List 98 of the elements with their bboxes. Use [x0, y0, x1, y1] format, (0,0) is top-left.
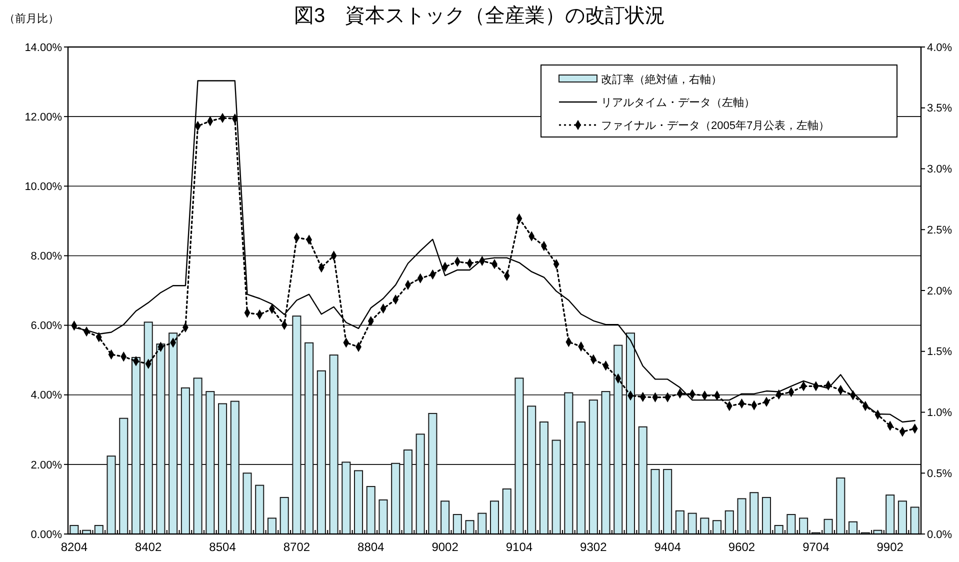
- bar: [316, 370, 326, 534]
- bar: [230, 400, 240, 534]
- x-tick-label: 9404: [654, 540, 682, 554]
- bar: [675, 510, 684, 534]
- bar: [514, 378, 524, 534]
- y-tick-label: 14.00%: [24, 42, 62, 54]
- legend-label: 改訂率（絶対値，右軸）: [601, 72, 722, 86]
- bar: [440, 500, 450, 534]
- bar: [737, 498, 746, 534]
- bar: [762, 496, 771, 534]
- y2-tick-label: 2.5%: [927, 224, 952, 236]
- bar: [378, 499, 388, 534]
- y-tick-label: 12.00%: [24, 111, 62, 124]
- bar: [688, 512, 697, 534]
- bar: [180, 387, 190, 534]
- bar: [539, 421, 548, 534]
- x-tick-label: 9704: [802, 540, 830, 554]
- x-tick-label: 8702: [283, 540, 310, 554]
- bar: [527, 406, 536, 534]
- y2-tick-label: 3.5%: [927, 102, 952, 115]
- bar: [242, 472, 252, 534]
- x-tick-label: 9104: [506, 540, 533, 554]
- legend-label: ファイナル・データ（2005年7月公表，左軸）: [601, 118, 830, 132]
- bar: [70, 524, 79, 534]
- bar: [366, 486, 376, 534]
- bar: [588, 400, 598, 534]
- bar: [106, 456, 116, 534]
- bar: [663, 468, 672, 534]
- bar: [329, 354, 338, 534]
- bar: [614, 344, 623, 534]
- y2-tick-label: 3.0%: [927, 164, 952, 176]
- chart-title: 図3 資本ストック（全産業）の改訂状況: [294, 5, 666, 27]
- bar: [131, 356, 141, 534]
- y2-tick-label: 2.0%: [927, 285, 952, 298]
- y-tick-label: 4.00%: [30, 390, 62, 402]
- x-tick-label: 9602: [728, 540, 756, 554]
- bar: [193, 378, 202, 534]
- bar: [490, 500, 500, 534]
- bar: [304, 342, 314, 534]
- bar: [465, 520, 474, 534]
- bar: [206, 391, 215, 534]
- bar: [255, 484, 264, 534]
- y2-tick-label: 0.5%: [927, 468, 952, 480]
- x-tick-label: 9302: [580, 540, 608, 554]
- bar: [403, 449, 412, 534]
- bar: [168, 332, 178, 534]
- bar: [724, 510, 734, 534]
- bar: [774, 524, 784, 534]
- bar: [824, 518, 833, 534]
- legend-label: リアルタイム・データ（左軸）: [601, 96, 755, 109]
- bar: [416, 434, 425, 534]
- bar: [576, 421, 586, 534]
- bar: [650, 468, 660, 534]
- y2-tick-label: 0.0%: [927, 528, 952, 541]
- bar: [292, 316, 302, 534]
- bar: [638, 426, 648, 534]
- y2-tick-label: 1.5%: [927, 346, 952, 358]
- bar: [848, 521, 858, 534]
- bar: [786, 514, 796, 534]
- y-tick-label: 0.00%: [30, 528, 62, 541]
- bar: [601, 391, 610, 534]
- x-tick-label: 8804: [358, 540, 385, 554]
- x-tick-label: 8504: [209, 540, 236, 554]
- bar: [452, 514, 462, 534]
- bar: [119, 418, 128, 534]
- y-axis-title: （前月比）: [4, 12, 59, 25]
- y2-tick-label: 4.0%: [927, 42, 952, 54]
- bar: [354, 470, 364, 534]
- y-tick-label: 10.00%: [24, 180, 62, 193]
- bar: [552, 440, 561, 534]
- bar: [799, 518, 808, 534]
- bar: [267, 518, 276, 534]
- bar: [886, 494, 895, 534]
- x-tick-label: 8204: [60, 540, 88, 554]
- bar: [910, 506, 920, 534]
- bar: [898, 500, 907, 534]
- bar: [700, 518, 710, 534]
- bar: [750, 492, 759, 534]
- bar: [391, 462, 400, 534]
- bar: [626, 332, 636, 534]
- x-tick-label: 8402: [135, 540, 162, 554]
- bar: [342, 462, 351, 534]
- y-tick-label: 2.00%: [30, 459, 62, 472]
- bar: [712, 520, 722, 534]
- y-tick-label: 8.00%: [30, 250, 62, 263]
- bar: [478, 512, 487, 534]
- bar: [502, 488, 512, 534]
- bar: [564, 392, 574, 534]
- bar: [280, 496, 289, 534]
- bar: [428, 412, 438, 534]
- y2-tick-label: 1.0%: [927, 407, 952, 420]
- bar: [94, 524, 104, 534]
- y-tick-label: 6.00%: [30, 320, 62, 332]
- bar: [144, 322, 153, 534]
- bar: [836, 477, 846, 534]
- bar: [218, 403, 228, 534]
- x-tick-label: 9002: [432, 540, 459, 554]
- x-tick-label: 9902: [876, 540, 904, 554]
